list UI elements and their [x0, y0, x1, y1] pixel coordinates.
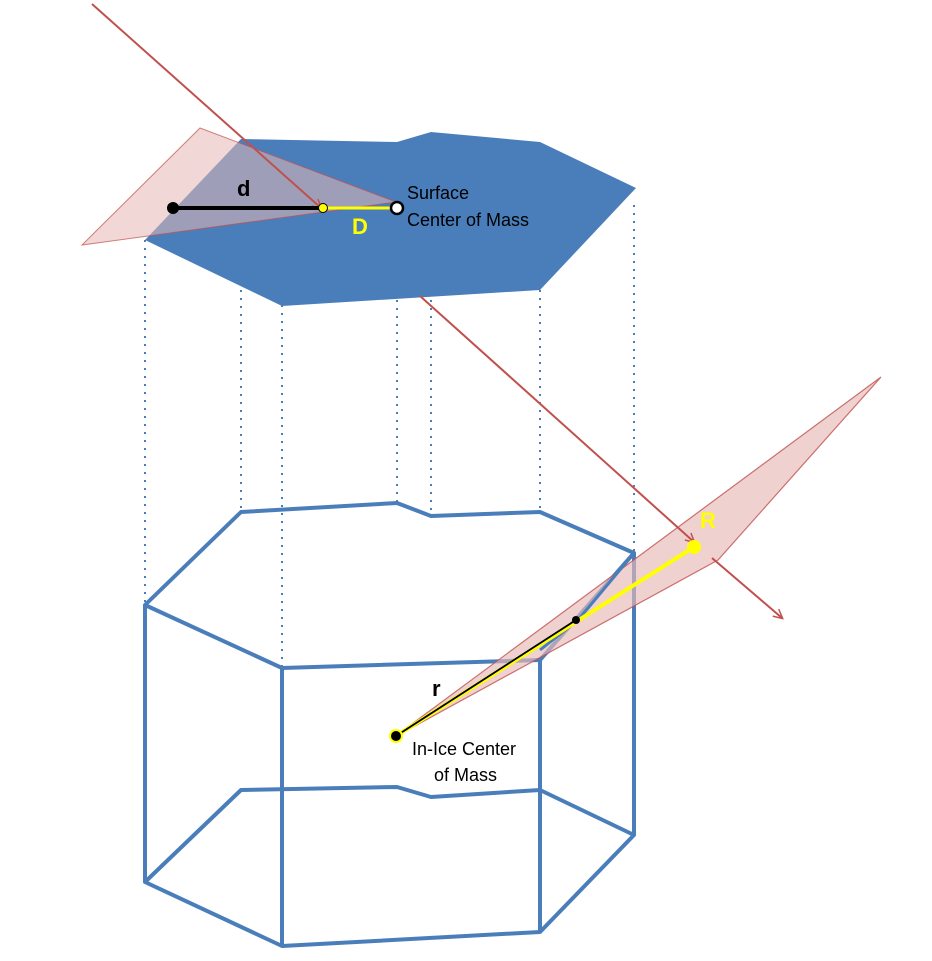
surface-shower-core-point	[167, 202, 179, 214]
label-inice-com-line1: In-Ice Center	[412, 739, 516, 759]
in-ice-distance-r	[395, 619, 577, 737]
projection-lines	[144, 205, 635, 668]
label-r: r	[432, 676, 441, 701]
label-D: D	[352, 214, 368, 239]
in-ice-track-point	[687, 540, 701, 554]
track-arrow-middle	[419, 295, 694, 542]
track-arrow-upper	[91, 3, 321, 208]
label-d: d	[237, 176, 250, 201]
prism-top-face	[143, 501, 636, 670]
track-arrow-lower	[711, 557, 782, 618]
surface-track-intersection-point	[318, 203, 328, 213]
surface-shower-plane	[80, 127, 397, 246]
label-surface-com-line1: Surface	[407, 183, 469, 203]
in-ice-track-closest-point	[572, 616, 580, 624]
label-R: R	[700, 508, 716, 533]
in-ice-prism	[143, 501, 636, 948]
in-ice-center-of-mass-point	[389, 729, 403, 743]
label-surface-com-line2: Center of Mass	[407, 210, 529, 230]
prism-bottom-face	[143, 785, 636, 948]
surface-center-of-mass-point	[389, 200, 405, 216]
in-ice-shower-plane	[392, 376, 882, 739]
label-inice-com-line2: of Mass	[434, 765, 497, 785]
